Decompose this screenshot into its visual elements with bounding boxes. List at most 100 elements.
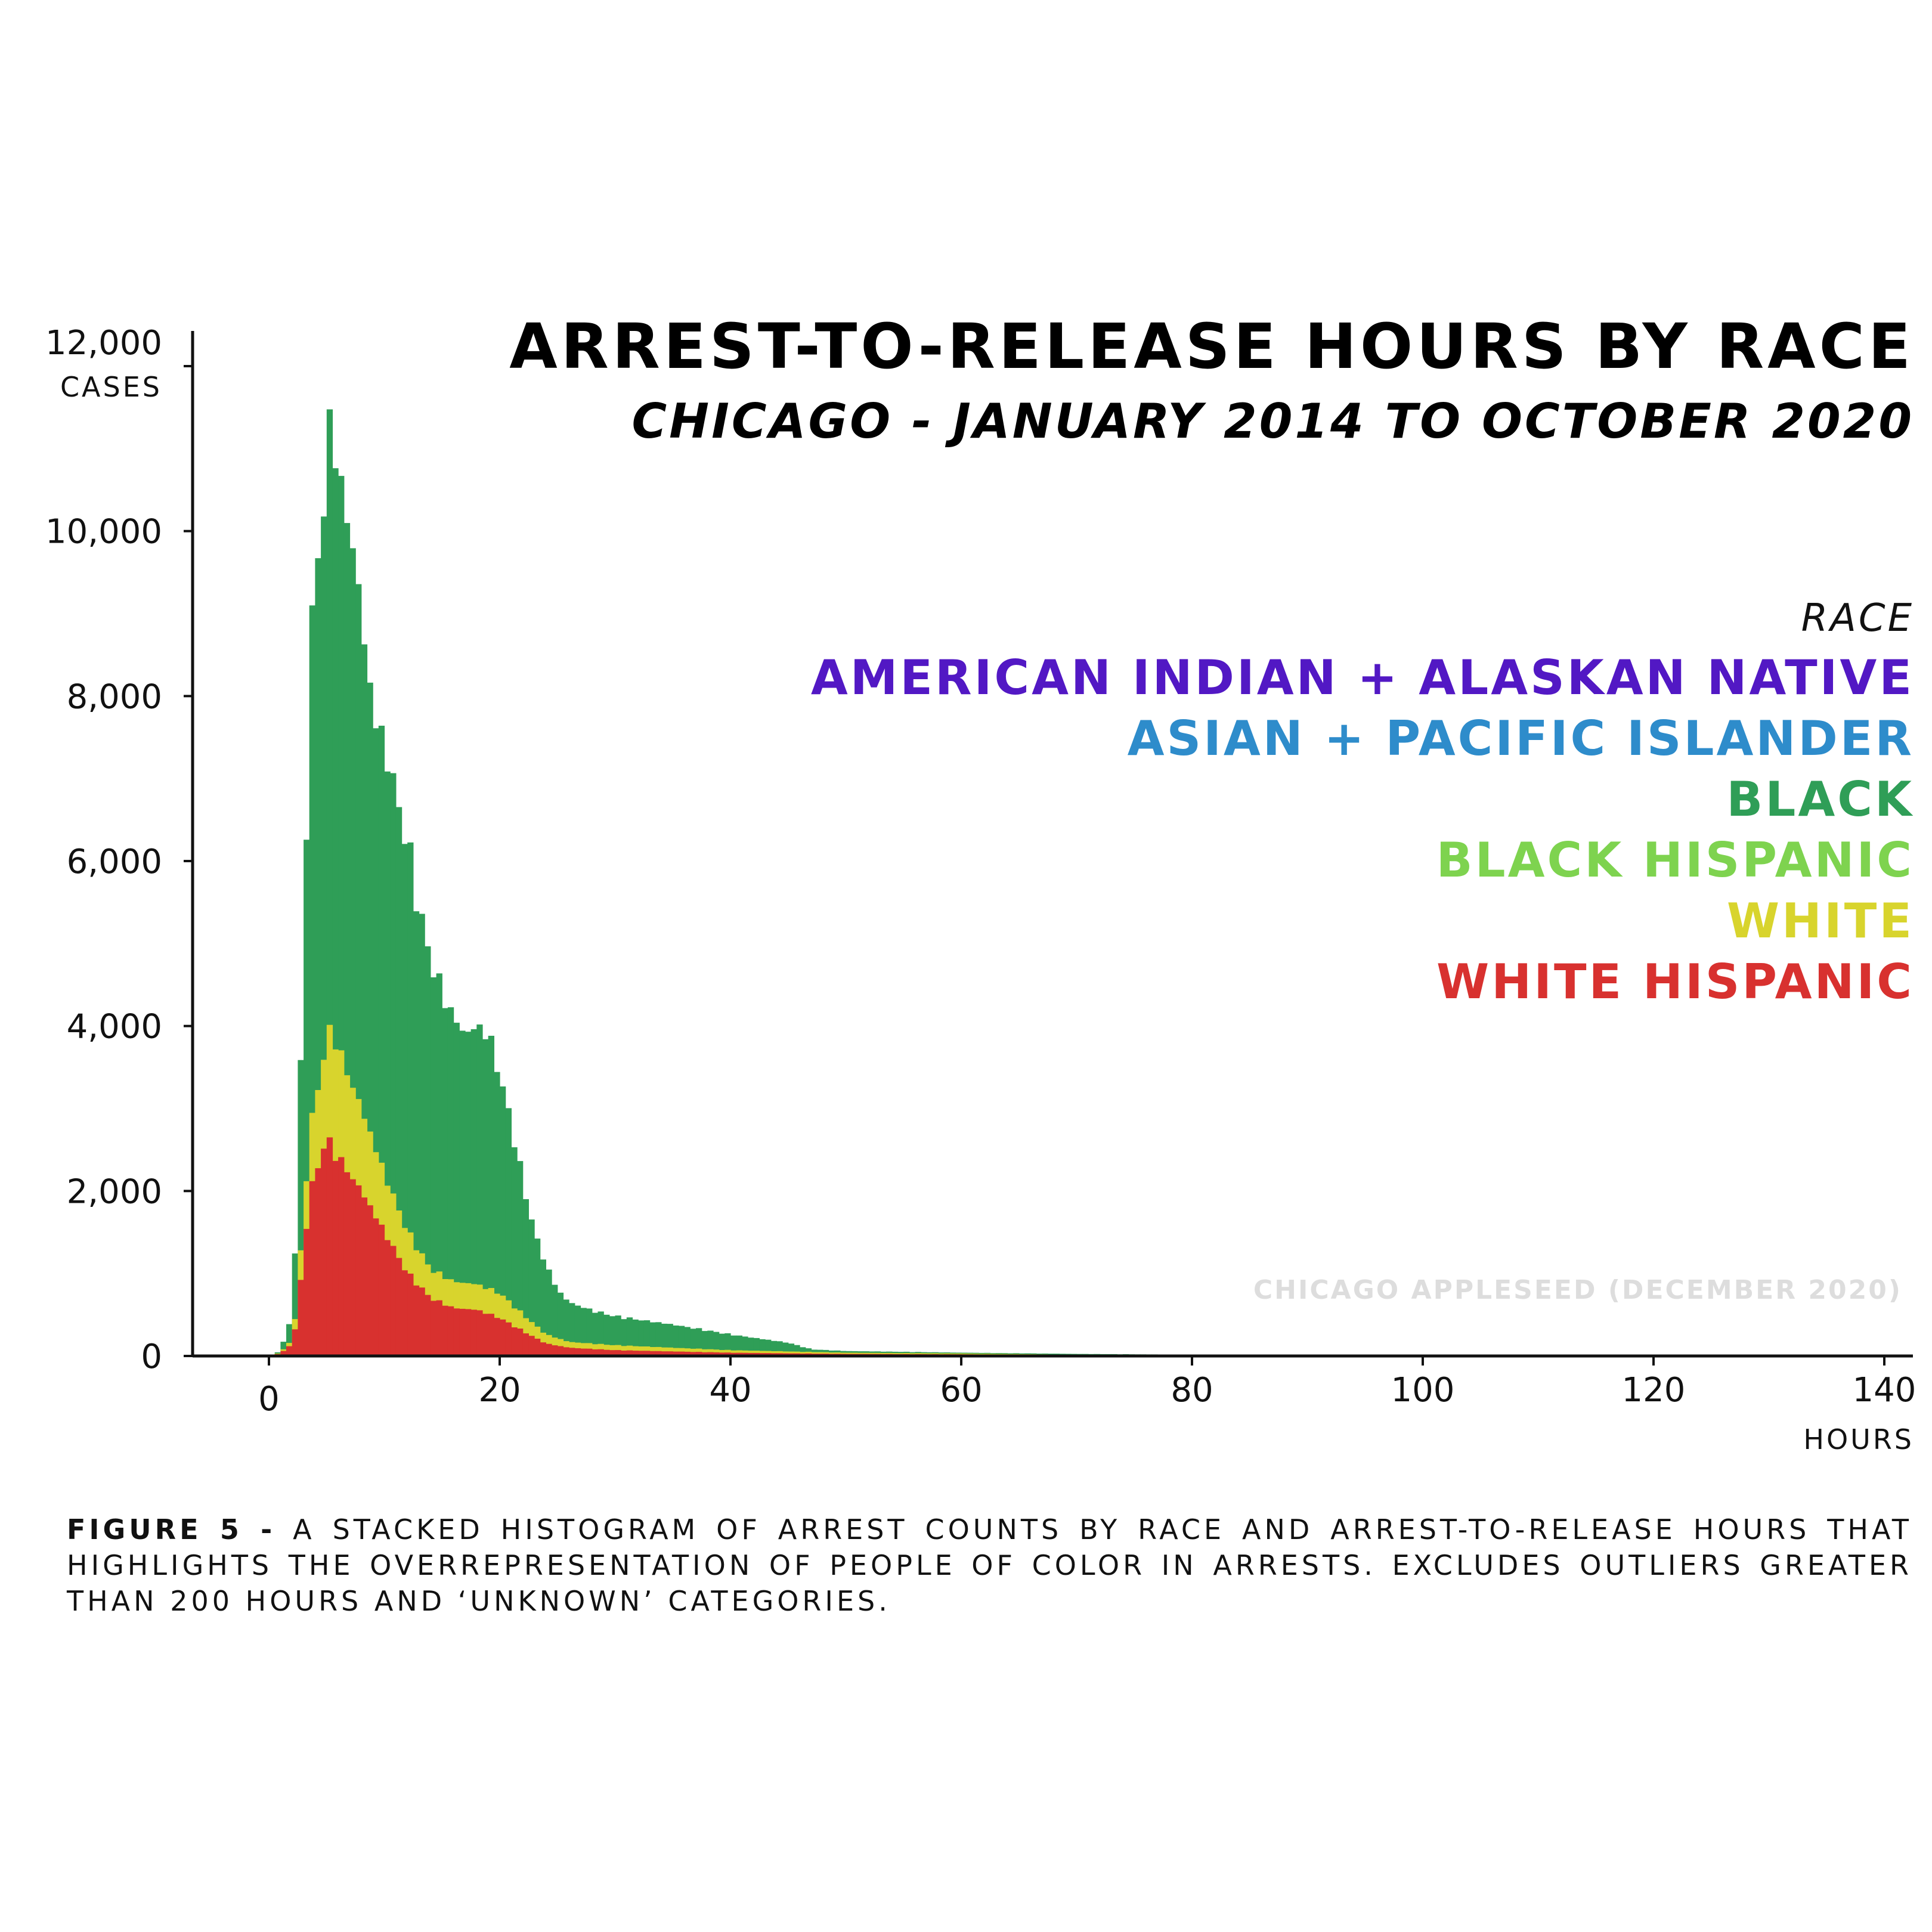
legend-item-black-hispanic: BLACK HISPANIC [1436,832,1914,888]
bar-total [355,584,362,1356]
bar-white-hispanic [343,1172,351,1356]
bar-white-hispanic [621,1351,627,1356]
legend-item-white-hispanic: WHITE HISPANIC [1436,954,1914,1010]
bar-white-hispanic [355,1185,362,1356]
bar-total [361,644,368,1356]
bar-total [349,548,356,1356]
bar-white-hispanic [465,1309,472,1356]
bar-white-hispanic [696,1352,702,1356]
bar-total [701,1331,708,1356]
bar-total [470,1029,477,1356]
bar-total [753,1337,760,1356]
bar-white-hispanic [690,1352,696,1356]
bar-total [315,558,321,1356]
bar-white-hispanic [459,1308,466,1356]
bar-white-hispanic [649,1351,656,1356]
bar-white-hispanic [730,1352,737,1356]
y-tick-label: 4,000 [67,1008,162,1046]
figure-caption: FIGURE 5 - A STACKED HISTOGRAM OF ARREST… [67,1512,1912,1619]
bar-white-hispanic [592,1349,599,1356]
bar-total [425,946,431,1356]
bar-total [684,1327,691,1356]
x-tick-label: 0 [258,1380,280,1419]
bar-total [534,1239,541,1356]
bar-white-hispanic [597,1349,604,1356]
bar-white-hispanic [304,1228,310,1356]
bar-total [390,773,397,1356]
x-tick-label: 120 [1622,1371,1686,1410]
bar-total [384,771,391,1356]
bar-white-hispanic [753,1352,760,1356]
bar-total [395,807,402,1356]
bar-total [517,1161,524,1356]
bar-total [592,1312,599,1356]
bar-white-hispanic [557,1346,564,1356]
bar-total [540,1259,546,1356]
bar-total [632,1319,639,1356]
bar-total [643,1320,651,1356]
bar-white-hispanic [482,1314,489,1356]
bar-white-hispanic [603,1349,610,1356]
bar-total [655,1322,662,1356]
bar-white-hispanic [517,1329,524,1356]
caption-body: A STACKED HISTOGRAM OF ARREST COUNTS BY … [67,1513,1912,1617]
y-axis-ticks: 0 2,000 4,000 6,000 8,000 10,000 12,000 [45,324,193,1376]
bar-total [367,682,373,1356]
bar-total [488,1036,494,1356]
bar-total [730,1335,737,1356]
legend-item-american-indian: AMERICAN INDIAN + ALASKAN NATIVE [810,650,1914,705]
x-tick-label: 60 [940,1371,982,1410]
bar-white-hispanic [655,1351,662,1356]
bar-total [343,523,351,1356]
bar-total [298,1060,304,1356]
bar-white-hispanic [286,1346,293,1356]
bar-white-hispanic [615,1350,621,1356]
bar-white-hispanic [511,1327,518,1356]
bar-total [453,1023,460,1356]
bar-white-hispanic [586,1348,593,1356]
bar-total [603,1314,610,1356]
bar-total [321,516,327,1357]
bar-total [528,1219,535,1356]
bar-white-hispanic [638,1351,645,1356]
y-tick-label: 6,000 [67,843,162,881]
bar-white-hispanic [488,1314,494,1356]
bar-white-hispanic [609,1350,616,1356]
bar-white-hispanic [552,1345,558,1356]
legend-item-white: WHITE [1726,893,1914,949]
legend-item-asian: ASIAN + PACIFIC ISLANDER [1127,711,1914,766]
caption-lead: FIGURE 5 - [67,1513,276,1546]
bar-white-hispanic [522,1333,529,1356]
bar-white-hispanic [500,1319,506,1356]
bar-total [690,1329,696,1356]
bar-total [378,726,385,1356]
bar-total [788,1343,795,1356]
bar-white-hispanic [321,1148,327,1356]
bar-total [332,468,339,1357]
bar-white-hispanic [373,1218,379,1356]
bar-white-hispanic [442,1305,448,1356]
bar-total [782,1342,789,1356]
bar-white-hispanic [643,1351,651,1356]
bar-total [419,914,425,1356]
bar-white-hispanic [719,1352,725,1356]
bar-total [552,1284,558,1356]
bar-white-hispanic [678,1351,685,1356]
series-black-bars [269,409,1302,1357]
bar-white-hispanic [407,1273,414,1356]
bar-white-hispanic [338,1157,345,1356]
x-tick-label: 80 [1171,1371,1213,1410]
bar-white-hispanic [505,1322,512,1356]
bar-total [713,1332,720,1356]
y-tick-label: 0 [141,1337,162,1376]
x-tick-label: 140 [1853,1371,1916,1410]
bar-total [447,1007,454,1356]
bar-total [292,1253,298,1356]
bar-total [563,1299,569,1356]
bar-white-hispanic [436,1300,442,1356]
bar-white-hispanic [546,1343,552,1356]
bar-white-hispanic [736,1352,742,1356]
bar-white-hispanic [684,1351,691,1356]
chart-title: ARREST-TO-RELEASE HOURS BY RACE [509,310,1914,383]
